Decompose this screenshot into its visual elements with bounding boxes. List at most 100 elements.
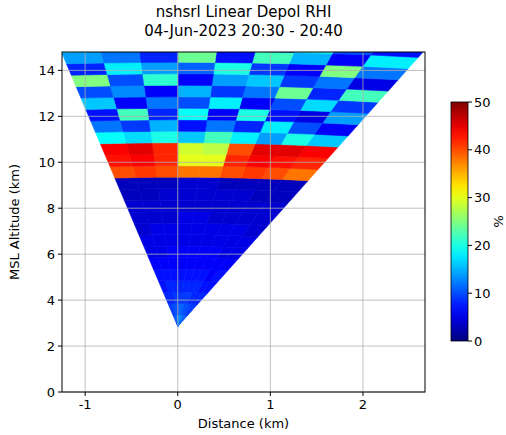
cell <box>133 166 157 178</box>
cell <box>116 108 148 120</box>
cell <box>213 189 236 201</box>
cell <box>144 246 159 258</box>
y-tick <box>58 70 62 71</box>
cell <box>194 200 213 212</box>
cell <box>213 63 252 75</box>
cell <box>160 200 178 212</box>
cell <box>113 97 147 109</box>
cell <box>242 86 279 98</box>
grid-line <box>62 70 425 71</box>
cell <box>154 154 178 166</box>
cell <box>165 235 178 247</box>
cell <box>158 189 177 201</box>
cell <box>178 235 191 247</box>
cell <box>220 166 246 178</box>
cell <box>166 246 177 258</box>
cell <box>178 269 186 281</box>
cell <box>210 85 246 97</box>
cell <box>178 315 181 326</box>
cell <box>223 155 250 167</box>
cell <box>217 178 241 190</box>
cell <box>178 166 201 178</box>
cell <box>100 143 129 155</box>
cell <box>139 52 178 63</box>
cell <box>154 269 165 281</box>
cell <box>155 166 178 178</box>
cell <box>150 131 177 143</box>
cell <box>212 74 249 86</box>
cell <box>187 246 200 258</box>
grid-line <box>62 300 425 301</box>
cell <box>178 74 214 86</box>
grid-line <box>85 52 86 392</box>
cell <box>139 189 160 201</box>
cell <box>178 281 184 293</box>
cells <box>62 52 425 327</box>
cell <box>129 154 155 166</box>
cell <box>141 62 178 74</box>
cell <box>207 108 239 120</box>
cell <box>71 74 110 86</box>
colorbar-tick-label: 40 <box>474 142 491 157</box>
cell <box>126 143 153 155</box>
cell <box>204 131 233 143</box>
y-tick <box>58 162 62 163</box>
cell <box>178 177 199 189</box>
plot-background <box>62 52 425 392</box>
cell <box>246 74 285 86</box>
cell <box>173 315 178 326</box>
cell <box>152 143 178 155</box>
colorbar-tick <box>468 293 472 294</box>
y-tick-label: 14 <box>38 63 55 78</box>
x-tick <box>362 392 363 396</box>
cell <box>178 97 210 109</box>
grid-line <box>62 254 425 255</box>
cell <box>178 62 215 74</box>
cell <box>120 120 151 132</box>
cell <box>275 87 314 99</box>
chart: -101202468101214nshsrl Linear Depol RHI0… <box>0 0 506 435</box>
grid-line <box>62 346 425 347</box>
x-tick-label: -1 <box>79 397 92 412</box>
grid-line <box>62 116 425 117</box>
cell <box>125 200 146 212</box>
cell <box>110 85 145 97</box>
cell <box>162 212 178 224</box>
colorbar-tick <box>468 102 472 103</box>
cell <box>178 143 204 155</box>
cell <box>76 86 113 98</box>
cell <box>270 98 307 110</box>
grid-line <box>270 52 271 392</box>
cell <box>158 281 168 293</box>
cell <box>178 246 189 258</box>
cell <box>149 258 162 270</box>
colorbar-tick <box>468 341 472 342</box>
cell <box>178 315 183 326</box>
y-tick-label: 6 <box>47 247 55 262</box>
cell <box>199 166 223 178</box>
x-tick <box>85 392 86 396</box>
cell <box>205 120 236 132</box>
cell <box>192 212 210 224</box>
colorbar-tick-label: 30 <box>474 190 491 205</box>
cell <box>178 154 202 166</box>
cell <box>105 155 132 167</box>
y-tick <box>58 300 62 301</box>
y-tick <box>58 254 62 255</box>
grid <box>62 52 425 392</box>
cell <box>255 132 287 144</box>
cell <box>115 178 139 190</box>
cell <box>197 177 220 189</box>
y-tick <box>58 392 62 393</box>
title: nshsrl Linear Depol RHI <box>156 3 332 21</box>
colorbar-tick-label: 0 <box>474 334 482 349</box>
cell <box>103 63 142 75</box>
y-tick <box>58 346 62 347</box>
x-tick <box>177 392 178 396</box>
cell <box>147 108 178 120</box>
cell <box>252 52 294 64</box>
cell <box>95 132 126 144</box>
y-tick-label: 0 <box>47 385 55 400</box>
cell <box>208 97 242 109</box>
colorbar-label: % <box>491 215 506 227</box>
